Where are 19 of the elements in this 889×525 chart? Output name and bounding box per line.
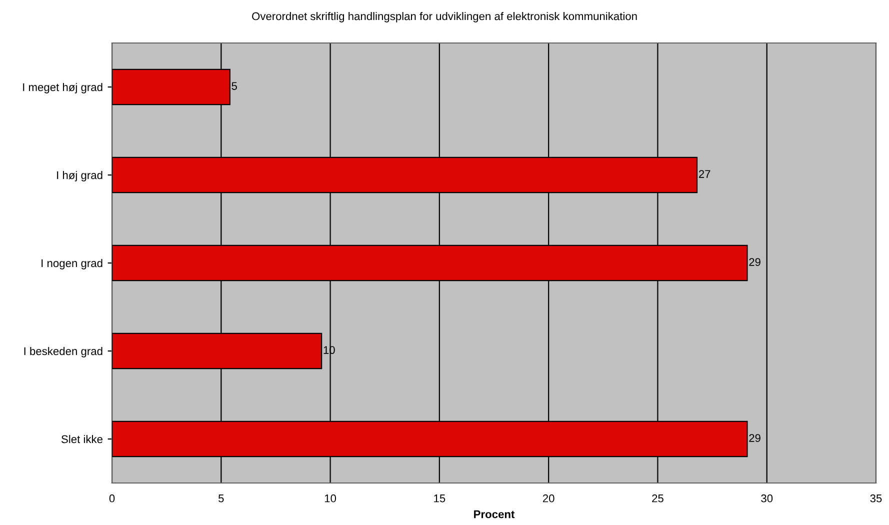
x-tick-label: 15 (434, 494, 446, 502)
y-tick-label: I beskeden grad (24, 346, 102, 358)
x-tick-label: 5 (218, 494, 224, 502)
y-tick-label: I meget høj grad (23, 82, 102, 94)
data-label: 5 (232, 82, 237, 90)
data-label: 29 (749, 434, 760, 442)
y-tick-label: I nogen grad (42, 258, 102, 270)
x-tick-label: 25 (652, 494, 664, 502)
x-tick-label: 35 (870, 494, 882, 502)
x-axis-title: Procent (474, 510, 515, 518)
y-tick-label: Slet ikke (61, 434, 102, 444)
x-tick-label: 0 (109, 494, 115, 502)
data-label: 29 (749, 258, 760, 266)
x-tick-label: 10 (324, 494, 336, 502)
chart-title: Overordnet skriftlig handlingsplan for udviklingen af elektronisk kommunikation (252, 12, 637, 22)
x-tick-label: 20 (542, 494, 554, 502)
data-label: 27 (698, 170, 710, 178)
y-tick-label: I høj grad (57, 170, 102, 182)
x-tick-label: 30 (761, 494, 773, 502)
